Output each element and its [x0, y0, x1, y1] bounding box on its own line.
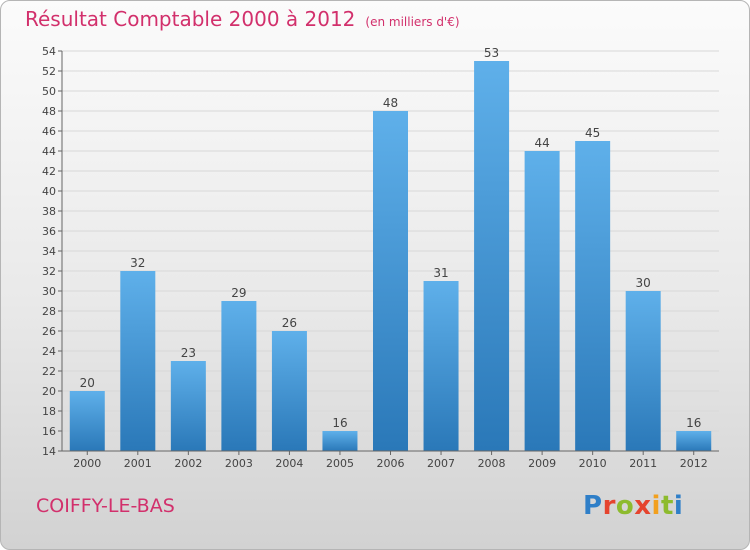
bar: [575, 141, 611, 451]
y-tick-label: 22: [42, 365, 56, 378]
bar: [322, 431, 358, 451]
logo-letter: t: [660, 491, 674, 521]
data-label: 45: [585, 126, 600, 140]
y-tick-label: 16: [42, 425, 56, 438]
axes: 14 16 18 20 22 24 26 28 30 32 34 36 38 40 42 44 46 48 50 52…: [42, 45, 719, 470]
place-name: COIFFY-LE-BAS: [36, 495, 175, 517]
y-tick-label: 26: [42, 325, 56, 338]
y-tick-label: 46: [42, 125, 56, 138]
data-label: 32: [130, 256, 145, 270]
logo-letter: P: [583, 491, 603, 521]
x-tick-label: 2010: [579, 457, 607, 470]
y-tick-label: 14: [42, 445, 56, 458]
x-tick-label: 2009: [528, 457, 556, 470]
logo-letter: o: [615, 491, 635, 521]
x-tick-label: 2002: [174, 457, 202, 470]
proxiti-logo: Proxiti: [583, 491, 683, 521]
y-tick-label: 42: [42, 165, 56, 178]
data-label: 23: [181, 346, 196, 360]
chart-title: Résultat Comptable 2000 à 2012 (en millie…: [25, 7, 460, 31]
y-tick-label: 52: [42, 65, 56, 78]
data-labels: 20 32 23 29 26 16 48 31 53 44 45 30 16: [80, 46, 702, 430]
y-tick-label: 50: [42, 85, 56, 98]
bar: [373, 111, 408, 451]
y-tick-label: 18: [42, 405, 56, 418]
x-tick-label: 2011: [629, 457, 657, 470]
x-tick-label: 2012: [680, 457, 708, 470]
bar: [170, 361, 206, 451]
bar: [69, 391, 105, 451]
data-label: 48: [383, 96, 398, 110]
logo-letter: r: [602, 491, 616, 521]
y-tick-label: 30: [42, 285, 56, 298]
bars: [69, 61, 712, 451]
logo-letter: i: [673, 491, 684, 521]
y-tick-label: 54: [42, 45, 56, 58]
y-tick-label: 40: [42, 185, 56, 198]
data-label: 53: [484, 46, 499, 60]
y-tick-label: 34: [42, 245, 56, 258]
bar: [120, 271, 156, 451]
data-label: 44: [534, 136, 549, 150]
data-label: 20: [80, 376, 95, 390]
y-tick-label: 48: [42, 105, 56, 118]
x-tick-label: 2001: [124, 457, 152, 470]
logo-letter: i: [651, 491, 661, 521]
data-label: 29: [231, 286, 246, 300]
x-tick-label: 2000: [73, 457, 101, 470]
x-tick-label: 2003: [225, 457, 253, 470]
bar: [423, 281, 459, 451]
y-tick-label: 36: [42, 225, 56, 238]
x-tick-label: 2004: [275, 457, 303, 470]
bar: [524, 151, 560, 451]
y-tick-label: 32: [42, 265, 56, 278]
x-tick-label: 2007: [427, 457, 455, 470]
title-text: Résultat Comptable 2000 à 2012: [25, 7, 356, 31]
data-label: 16: [686, 416, 701, 430]
y-tick-label: 44: [42, 145, 56, 158]
y-tick-label: 28: [42, 305, 56, 318]
bar: [625, 291, 661, 451]
x-tick-label: 2006: [377, 457, 405, 470]
y-tick-label: 38: [42, 205, 56, 218]
data-label: 26: [282, 316, 297, 330]
data-label: 30: [636, 276, 651, 290]
bar: [474, 61, 510, 451]
data-label: 31: [433, 266, 448, 280]
x-tick-label: 2005: [326, 457, 354, 470]
data-label: 16: [332, 416, 347, 430]
y-tick-label: 20: [42, 385, 56, 398]
bar: [676, 431, 712, 451]
x-tick-label: 2008: [478, 457, 506, 470]
unit-note: (en milliers d'€): [365, 15, 460, 29]
y-tick-label: 24: [42, 345, 56, 358]
bar: [271, 331, 307, 451]
bar: [221, 301, 257, 451]
logo-letter: x: [634, 491, 652, 521]
